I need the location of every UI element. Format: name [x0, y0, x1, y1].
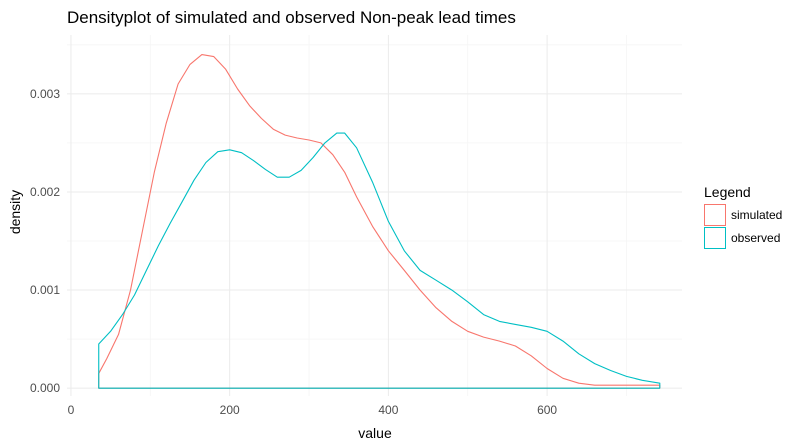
x-tick-label: 600: [537, 403, 557, 417]
legend-items: simulated observed: [704, 204, 782, 249]
x-axis-ticks: 0 200 400 600: [68, 403, 558, 417]
y-tick-label: 0.000: [30, 381, 60, 395]
y-axis-ticks: 0.000 0.001 0.002 0.003: [30, 87, 60, 395]
x-axis-title: value: [358, 425, 392, 441]
chart-title: Densityplot of simulated and observed No…: [67, 8, 516, 27]
y-tick-label: 0.002: [30, 185, 60, 199]
x-tick-label: 0: [68, 403, 75, 417]
y-axis-title: density: [7, 190, 23, 234]
y-tick-label: 0.001: [30, 283, 60, 297]
density-curve-observed: [98, 132, 661, 389]
grid: [67, 35, 682, 396]
legend-key-simulated: [704, 204, 726, 226]
x-tick-label: 200: [220, 403, 240, 417]
legend-key-observed: [704, 227, 726, 249]
y-tick-label: 0.003: [30, 87, 60, 101]
legend-title: Legend: [704, 184, 751, 200]
series-layer: [98, 54, 661, 389]
density-curve-simulated: [98, 54, 661, 389]
legend-label-simulated: simulated: [731, 208, 782, 222]
legend: Legend simulated observed: [704, 184, 782, 249]
legend-label-observed: observed: [731, 231, 780, 245]
x-tick-label: 400: [378, 403, 398, 417]
